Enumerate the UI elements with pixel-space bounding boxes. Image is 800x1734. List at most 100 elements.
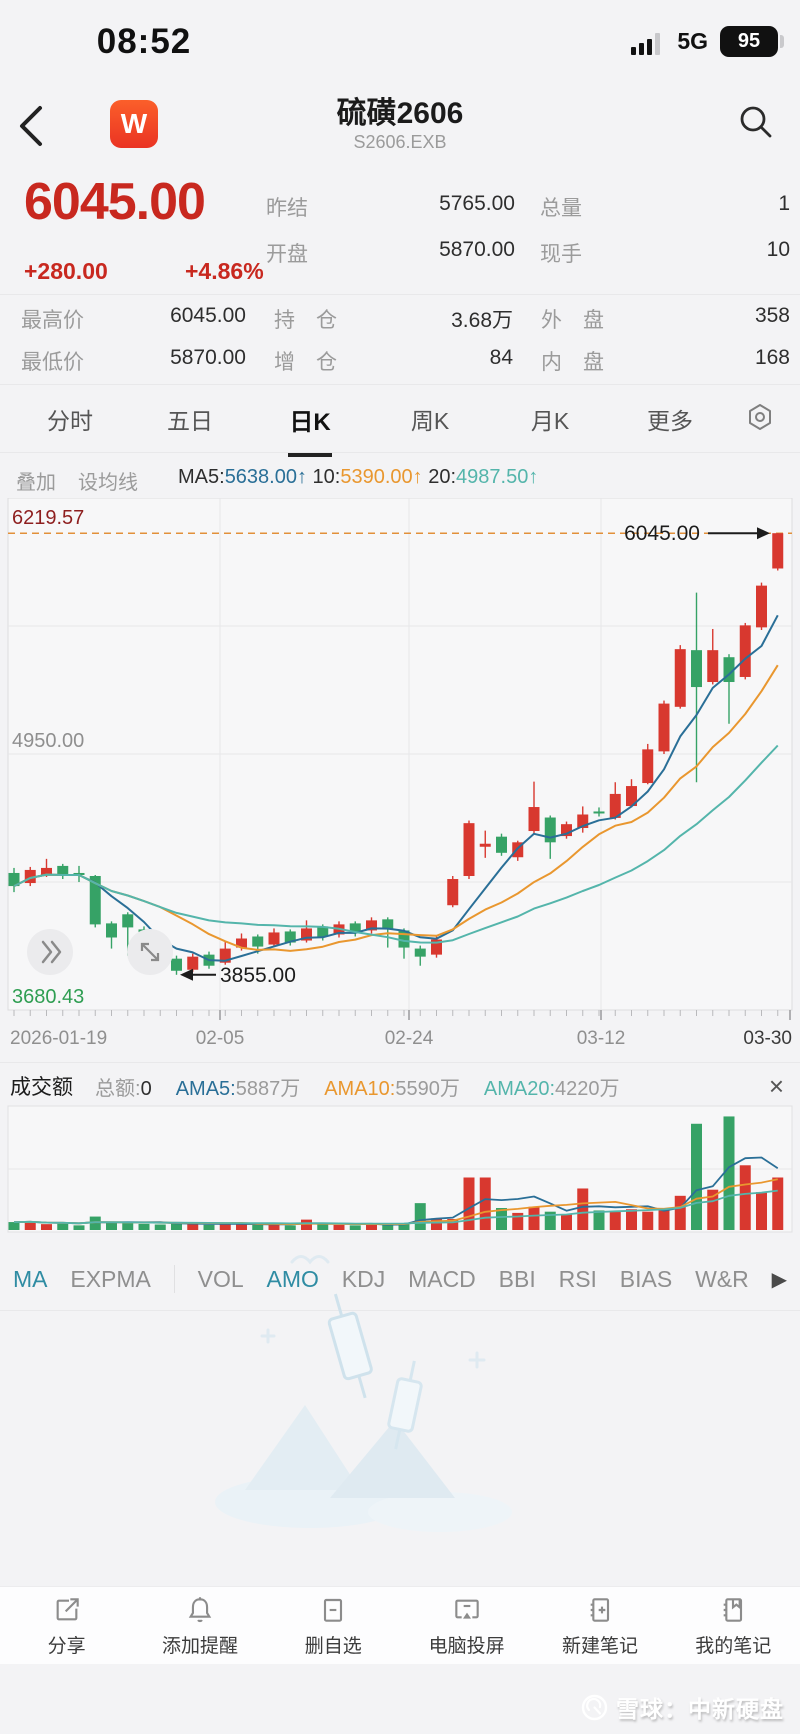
ama10-label: AMA10: [324, 1077, 396, 1100]
tab-more[interactable]: 更多 [647, 408, 693, 434]
battery-indicator: 95 [720, 26, 784, 57]
tab-monthly-k[interactable]: 月K [530, 408, 570, 434]
back-icon[interactable] [16, 102, 46, 150]
stat-value: 5870.00 [170, 346, 246, 369]
indicator-tab-vol[interactable]: VOL [197, 1265, 244, 1292]
period-tab-bar: 分时 五日 日K 周K 月K 更多 [0, 386, 800, 457]
indicator-tab-expma[interactable]: EXPMA [70, 1265, 151, 1292]
header: W 硫磺2606 S2606.EXB [0, 88, 800, 172]
remove-watchlist-button[interactable]: 删自选 [273, 1594, 393, 1658]
ma5-label: MA5: [178, 466, 225, 488]
indicator-tab-bias[interactable]: BIAS [619, 1265, 673, 1292]
ma-legend-row: 叠加 设均线 MA5:5638.00↑ 10:5390.00↑ 20:4987.… [0, 458, 800, 498]
svg-text:2026-01-19: 2026-01-19 [10, 1028, 107, 1049]
network-type: 5G [677, 28, 708, 54]
field-label: 现手 [540, 243, 582, 266]
bell-icon [188, 1597, 212, 1623]
instrument-code: S2606.EXB [353, 132, 447, 152]
page-title: 硫磺2606 [336, 97, 464, 130]
indicator-tab-amo[interactable]: AMO [266, 1265, 319, 1292]
total-label: 总额: [95, 1077, 141, 1100]
field-label: 昨结 [266, 197, 308, 220]
ma10-label: 10: [312, 466, 341, 488]
svg-text:03-30: 03-30 [743, 1028, 792, 1049]
chart-settings-icon[interactable] [745, 402, 775, 432]
svg-text:6045.00: 6045.00 [624, 522, 700, 545]
field-value: 5765.00 [439, 192, 515, 215]
tab-weekly-k[interactable]: 周K [410, 408, 450, 434]
svg-text:02-05: 02-05 [196, 1028, 245, 1049]
note-add-icon [590, 1598, 610, 1622]
stat-label: 最高价 [21, 309, 84, 332]
tab-five-day[interactable]: 五日 [167, 408, 213, 434]
minus-square-icon [324, 1598, 343, 1622]
wind-app-icon[interactable]: W [110, 100, 158, 148]
close-volume-icon[interactable]: × [768, 1071, 784, 1101]
share-button[interactable]: 分享 [7, 1594, 127, 1658]
more-indicators-icon[interactable]: ▶ [771, 1268, 787, 1291]
quote-panel: 6045.00 +280.00 +4.86% 昨结 5765.00 总量 1 开… [0, 170, 800, 294]
ma20-value: 4987.50↑ [456, 466, 539, 488]
share-icon [56, 1598, 79, 1621]
indicator-tab-ma[interactable]: MA [13, 1265, 48, 1292]
svg-text:6219.57: 6219.57 [12, 507, 84, 529]
stat-label: 持 仓 [274, 309, 337, 332]
stat-value: 6045.00 [170, 304, 246, 327]
signal-strength-icon [631, 32, 661, 55]
field-value: 1 [778, 192, 790, 215]
volume-header: 成交额 总额:0 AMA5:5887万 AMA10:5590万 AMA20:42… [10, 1068, 790, 1104]
last-price: 6045.00 [24, 173, 206, 231]
field-value: 10 [766, 238, 790, 261]
indicator-tab-kdj[interactable]: KDJ [341, 1265, 386, 1292]
stat-label: 最低价 [21, 351, 84, 374]
clock: 08:52 [96, 22, 192, 61]
screen-cast-icon [454, 1599, 479, 1619]
stat-value: 84 [489, 346, 513, 369]
stat-value: 358 [754, 304, 790, 327]
set-ma-button[interactable]: 设均线 [78, 472, 138, 494]
field-label: 总量 [540, 197, 582, 220]
tab-timeline[interactable]: 分时 [47, 408, 93, 434]
volume-bar-chart[interactable] [0, 1105, 800, 1239]
indicator-tab-macd[interactable]: MACD [408, 1265, 476, 1292]
notebook-icon [723, 1598, 743, 1622]
ama5-value: 5887万 [235, 1077, 301, 1100]
svg-text:4950.00: 4950.00 [12, 730, 84, 752]
indicator-tab-rsi[interactable]: RSI [558, 1265, 597, 1292]
field-value: 5870.00 [439, 238, 515, 261]
svg-text:3855.00: 3855.00 [220, 964, 296, 987]
total-value: 0 [140, 1077, 152, 1100]
ma5-value: 5638.00↑ [224, 466, 307, 488]
indicator-tab-bar: MA EXPMA VOL AMO KDJ MACD BBI RSI BIAS W… [0, 1250, 800, 1308]
nav-label: 删自选 [304, 1636, 362, 1657]
indicator-tab-wr[interactable]: W&R [695, 1265, 749, 1292]
tab-daily-k[interactable]: 日K [250, 388, 370, 457]
new-note-button[interactable]: 新建笔记 [540, 1594, 660, 1658]
svg-text:02-24: 02-24 [385, 1028, 434, 1049]
nav-label: 新建笔记 [561, 1636, 638, 1657]
my-notes-button[interactable]: 我的笔记 [673, 1594, 793, 1658]
footer: 雪球：中新硬盘 [0, 1664, 800, 1734]
price-change: +280.00 [24, 258, 108, 284]
stat-value: 3.68万 [451, 309, 513, 332]
field-label: 开盘 [266, 243, 308, 266]
nav-label: 添加提醒 [161, 1636, 238, 1657]
screen-cast-button[interactable]: 电脑投屏 [407, 1594, 527, 1658]
ma10-value: 5390.00↑ [340, 466, 423, 488]
volume-title: 成交额 [10, 1076, 73, 1099]
ama20-value: 4220万 [555, 1077, 620, 1100]
watermark-text: 雪球：中新硬盘 [616, 1696, 784, 1722]
search-icon[interactable] [738, 104, 774, 140]
overlay-button[interactable]: 叠加 [16, 472, 56, 494]
snowball-logo-icon [581, 1694, 608, 1720]
add-alert-button[interactable]: 添加提醒 [140, 1594, 260, 1658]
nav-label: 电脑投屏 [428, 1636, 505, 1657]
svg-text:03-12: 03-12 [577, 1028, 626, 1049]
price-change-percent: +4.86% [185, 258, 264, 284]
ma-legend: MA5:5638.00↑ 10:5390.00↑ 20:4987.50↑ [178, 466, 538, 489]
stat-label: 外 盘 [541, 309, 604, 332]
stats-panel: 最高价 6045.00 持 仓 3.68万 外 盘 358 最低价 5870.0… [0, 296, 800, 384]
indicator-tab-bbi[interactable]: BBI [498, 1265, 536, 1292]
ma20-label: 20: [428, 466, 457, 488]
main-candlestick-chart[interactable]: 6219.57 4950.00 3680.43 6045.00 3855.00 2026-… [0, 498, 800, 1064]
